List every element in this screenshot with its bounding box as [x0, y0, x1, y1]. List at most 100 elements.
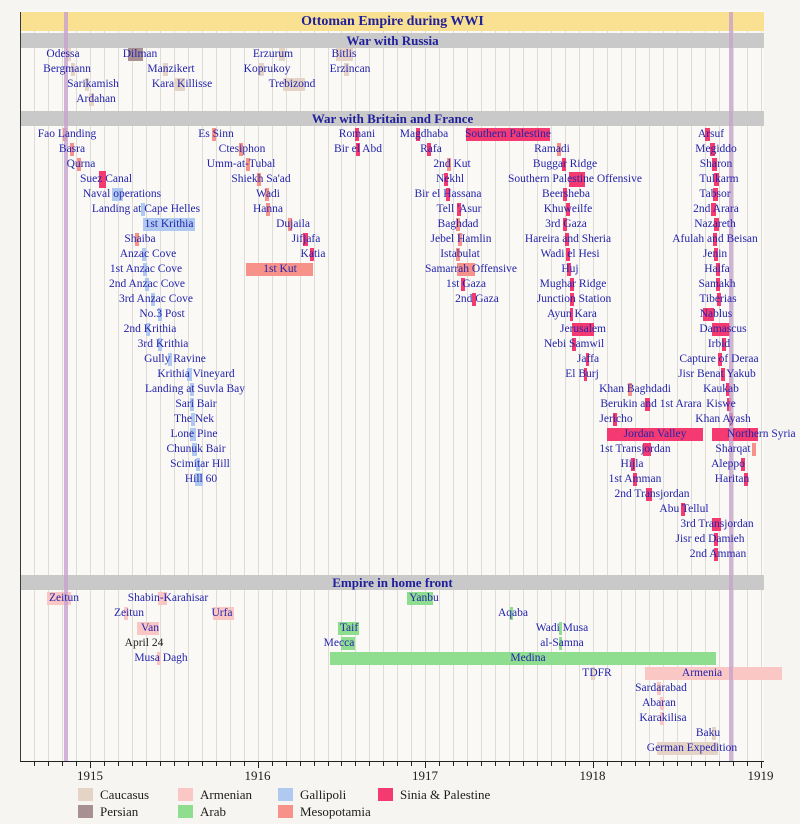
event-khan-ayash[interactable]: Khan Ayash	[695, 413, 751, 425]
event-junction-station[interactable]: Junction Station	[536, 293, 612, 305]
event-nazareth[interactable]: Nazareth	[694, 218, 736, 230]
event-anzac-cove[interactable]: Anzac Cove	[119, 248, 177, 260]
event-afulah-and-beisan[interactable]: Afulah and Beisan	[672, 233, 758, 245]
event-hijla[interactable]: Hijla	[620, 458, 644, 470]
event-krithia-vineyard[interactable]: Krithia Vineyard	[157, 368, 235, 380]
event-kiswe[interactable]: Kiswe	[706, 398, 736, 410]
event-tulkarm[interactable]: Tulkarm	[699, 173, 739, 185]
event-dujaila[interactable]: Dujaila	[276, 218, 310, 230]
event-abu-tellul[interactable]: Abu Tellul	[659, 503, 709, 515]
event-bir-el-hassana[interactable]: Bir el Hassana	[414, 188, 482, 200]
event-1st-kut[interactable]: 1st Kut	[263, 263, 297, 275]
event-gully-ravine[interactable]: Gully Ravine	[144, 353, 206, 365]
event-tiberias[interactable]: Tiberias	[699, 293, 737, 305]
event-jericho[interactable]: Jericho	[599, 413, 633, 425]
event-romani[interactable]: Romani	[338, 128, 376, 140]
event-samarrah-offensive[interactable]: Samarrah Offensive	[424, 263, 518, 275]
event-nebi-samwil[interactable]: Nebi Samwil	[543, 338, 605, 350]
event-koprukoy[interactable]: Koprukoy	[243, 63, 291, 75]
event-tdfr[interactable]: TDFR	[582, 667, 612, 679]
event-scimitar-hill[interactable]: Scimitar Hill	[170, 458, 230, 470]
event-nablus[interactable]: Nablus	[699, 308, 733, 320]
event-el-burj[interactable]: El Burj	[565, 368, 599, 380]
event-southern-palestine[interactable]: Southern Palestine	[465, 128, 551, 140]
event-istabulat[interactable]: Istabulat	[440, 248, 480, 260]
event-chunuk-bair[interactable]: Chunuk Bair	[166, 443, 226, 455]
event-rafa[interactable]: Rafa	[420, 143, 442, 155]
event-mughar-ridge[interactable]: Mughar Ridge	[539, 278, 607, 290]
event-es-sinn[interactable]: Es Sinn	[198, 128, 234, 140]
event-taif[interactable]: Taif	[339, 622, 359, 634]
event-bir-el-abd[interactable]: Bir el Abd	[334, 143, 382, 155]
event-baku[interactable]: Baku	[695, 727, 721, 739]
event-armenia[interactable]: Armenia	[681, 667, 723, 679]
event-sharon[interactable]: Sharon	[699, 158, 733, 170]
event-jifjafa[interactable]: Jifjafa	[291, 233, 321, 245]
event-jebel-hamlin[interactable]: Jebel Hamlin	[430, 233, 492, 245]
event-arsuf[interactable]: Arsuf	[697, 128, 725, 140]
event-zeitun[interactable]: Zeitun	[113, 607, 145, 619]
event-3rd-gaza[interactable]: 3rd Gaza	[545, 218, 587, 230]
event-yanbu[interactable]: Yanbu	[409, 592, 439, 604]
event-al-samna[interactable]: al-Samna	[540, 637, 584, 649]
event-qurna[interactable]: Qurna	[66, 158, 96, 170]
event-baghdad[interactable]: Baghdad	[437, 218, 479, 230]
event-abaran[interactable]: Abaran	[642, 697, 676, 709]
event-haritan[interactable]: Haritan	[714, 473, 750, 485]
event-lone-pine[interactable]: Lone Pine	[170, 428, 218, 440]
event-aqaba[interactable]: Aqaba	[497, 607, 529, 619]
event-1st-krithia[interactable]: 1st Krithia	[144, 218, 194, 230]
event-landing-at-suvla-bay[interactable]: Landing at Suvla Bay	[145, 383, 245, 395]
event-2nd-kut[interactable]: 2nd Kut	[433, 158, 471, 170]
event-karakilisa[interactable]: Karakilisa	[639, 712, 687, 724]
event-shabin-karahisar[interactable]: Shabin-Karahisar	[127, 592, 209, 604]
event-naval-operations[interactable]: Naval operations	[82, 188, 162, 200]
event-kaukab[interactable]: Kaukab	[703, 383, 739, 395]
event-manzikert[interactable]: Manzikert	[147, 63, 195, 75]
event-sardarabad[interactable]: Sardarabad	[635, 682, 687, 694]
event-trebizond[interactable]: Trebizond	[268, 78, 316, 90]
event-aleppo[interactable]: Aleppo	[711, 458, 745, 470]
event-nekhl[interactable]: Nekhl	[435, 173, 465, 185]
event-dilman[interactable]: Dilman	[122, 48, 158, 60]
event-jisr-benat-yakub[interactable]: Jisr Benat Yakub	[678, 368, 756, 380]
event-bergmann[interactable]: Bergmann	[43, 63, 91, 75]
event-shaiba[interactable]: Shaiba	[124, 233, 156, 245]
event-mecca[interactable]: Mecca	[323, 637, 355, 649]
event-damascus[interactable]: Damascus	[699, 323, 747, 335]
event-hill-60[interactable]: Hill 60	[184, 473, 218, 485]
event-suez-canal[interactable]: Suez Canal	[79, 173, 133, 185]
event-zeitun[interactable]: Zeitun	[48, 592, 80, 604]
event-van[interactable]: Van	[141, 622, 159, 634]
event-khuweilfe[interactable]: Khuweilfe	[543, 203, 593, 215]
event-erzurum[interactable]: Erzurum	[252, 48, 294, 60]
event-sarikamish[interactable]: Sarikamish	[67, 78, 119, 90]
event-1st-amman[interactable]: 1st Amman	[608, 473, 662, 485]
event-tabsor[interactable]: Tabsor	[699, 188, 731, 200]
event-jisr-ed-damieh[interactable]: Jisr ed Damieh	[675, 533, 745, 545]
event-southern-palestine-offensive[interactable]: Southern Palestine Offensive	[508, 173, 642, 185]
event-2nd-transjordan[interactable]: 2nd Transjordan	[614, 488, 690, 500]
event-buggar-ridge[interactable]: Buggar Ridge	[532, 158, 598, 170]
event-sharqat[interactable]: Sharqat	[715, 443, 751, 455]
event-sari-bair[interactable]: Sari Bair	[175, 398, 217, 410]
event-2nd-arara[interactable]: 2nd Arara	[693, 203, 739, 215]
event-wadi-el-hesi[interactable]: Wadi el Hesi	[540, 248, 600, 260]
event-irbid[interactable]: Irbid	[707, 338, 731, 350]
event-samakh[interactable]: Samakh	[698, 278, 736, 290]
event-bitlis[interactable]: Bitlis	[331, 48, 357, 60]
event-musa-dagh[interactable]: Musa Dagh	[134, 652, 188, 664]
event-2nd-gaza[interactable]: 2nd Gaza	[455, 293, 499, 305]
event-landing-at-cape-helles[interactable]: Landing at Cape Helles	[91, 203, 201, 215]
event-jordan-valley[interactable]: Jordan Valley	[623, 428, 687, 440]
event-erzincan[interactable]: Erzincan	[329, 63, 371, 75]
event-khan-baghdadi[interactable]: Khan Baghdadi	[599, 383, 671, 395]
event-fao-landing[interactable]: Fao Landing	[37, 128, 97, 140]
event-2nd-anzac-cove[interactable]: 2nd Anzac Cove	[108, 278, 186, 290]
event-1st-transjordan[interactable]: 1st Transjordan	[599, 443, 671, 455]
event-hanna[interactable]: Hanna	[252, 203, 284, 215]
event-ramadi[interactable]: Ramadi	[534, 143, 570, 155]
event-jaffa[interactable]: Jaffa	[576, 353, 600, 365]
event-2nd-amman[interactable]: 2nd Amman	[689, 548, 747, 560]
event-beersheba[interactable]: Beersheba	[542, 188, 590, 200]
